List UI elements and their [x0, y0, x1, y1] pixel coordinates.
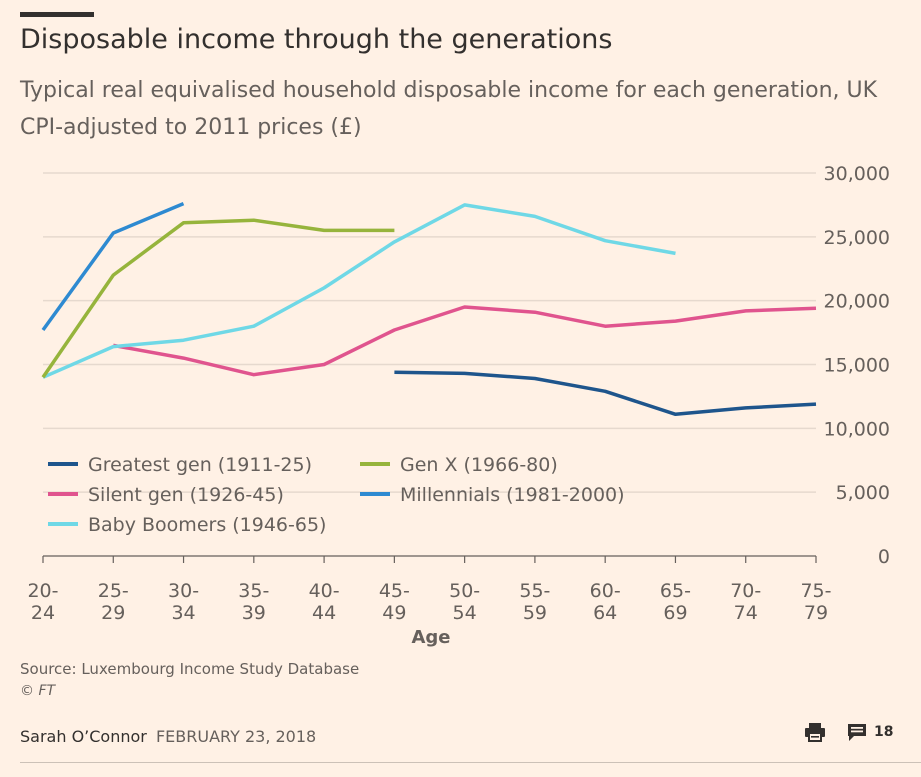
x-tick-label: 44 [312, 602, 336, 624]
top-rule [20, 12, 94, 17]
publish-date: FEBRUARY 23, 2018 [155, 727, 317, 746]
y-tick-label: 0 [878, 546, 890, 568]
y-tick-label: 15,000 [824, 355, 890, 377]
comments-button[interactable]: 18 [846, 721, 893, 743]
comment-icon [848, 724, 866, 741]
x-tick-label: 79 [804, 602, 828, 624]
legend-label: Greatest gen (1911-25) [88, 454, 312, 476]
x-tick-label: 70- [730, 580, 761, 602]
series-line [394, 370, 817, 417]
x-tick-label: 64 [593, 602, 617, 624]
x-tick-label: 65- [660, 580, 691, 602]
x-tick-label: 60- [590, 580, 621, 602]
x-tick-label: 75- [800, 580, 831, 602]
legend-label: Silent gen (1926-45) [88, 484, 284, 506]
byline: Sarah O’Connor FEBRUARY 23, 2018 [20, 727, 316, 746]
legend-label: Millennials (1981-2000) [400, 484, 625, 506]
x-tick-label: 34 [171, 602, 195, 624]
x-tick-label: 54 [453, 602, 477, 624]
bottom-divider [20, 762, 921, 763]
x-tick-label: 45- [379, 580, 410, 602]
x-tick-label: 24 [31, 602, 55, 624]
source-note: Source: Luxembourg Income Study Database [20, 660, 360, 678]
x-tick-label: 55- [519, 580, 550, 602]
series-line [112, 305, 817, 377]
series-line [42, 203, 676, 379]
y-tick-label: 20,000 [824, 291, 890, 313]
x-tick-label: 29 [101, 602, 125, 624]
series-line [41, 218, 395, 379]
y-tick-label: 10,000 [824, 418, 890, 440]
x-tick-label: 49 [382, 602, 406, 624]
x-tick-label: 35- [238, 580, 269, 602]
x-tick-label: 50- [449, 580, 480, 602]
comment-count: 18 [874, 724, 894, 740]
copyright-note: © FT [20, 683, 56, 699]
y-tick-label: 25,000 [824, 227, 890, 249]
x-tick-label: 59 [523, 602, 547, 624]
x-tick-label: 39 [242, 602, 266, 624]
chart-subtitle: Typical real equivalised household dispo… [20, 78, 878, 140]
y-tick-label: 5,000 [836, 482, 890, 504]
x-tick-label: 20- [27, 580, 58, 602]
chart-title: Disposable income through the generation… [20, 24, 613, 55]
x-axis-label: Age [411, 627, 450, 648]
print-button[interactable] [804, 721, 826, 743]
x-tick-label: 74 [734, 602, 758, 624]
author-name[interactable]: Sarah O’Connor [20, 727, 147, 746]
line-chart: 05,00010,00015,00020,00025,00030,00020-2… [27, 163, 890, 648]
y-tick-label: 30,000 [824, 163, 890, 185]
legend-label: Baby Boomers (1946-65) [88, 514, 326, 536]
x-tick-label: 30- [168, 580, 199, 602]
printer-icon [805, 723, 825, 742]
series-line [41, 201, 185, 332]
x-tick-label: 40- [309, 580, 340, 602]
x-tick-label: 69 [663, 602, 687, 624]
legend-label: Gen X (1966-80) [400, 454, 558, 476]
x-tick-label: 25- [98, 580, 129, 602]
